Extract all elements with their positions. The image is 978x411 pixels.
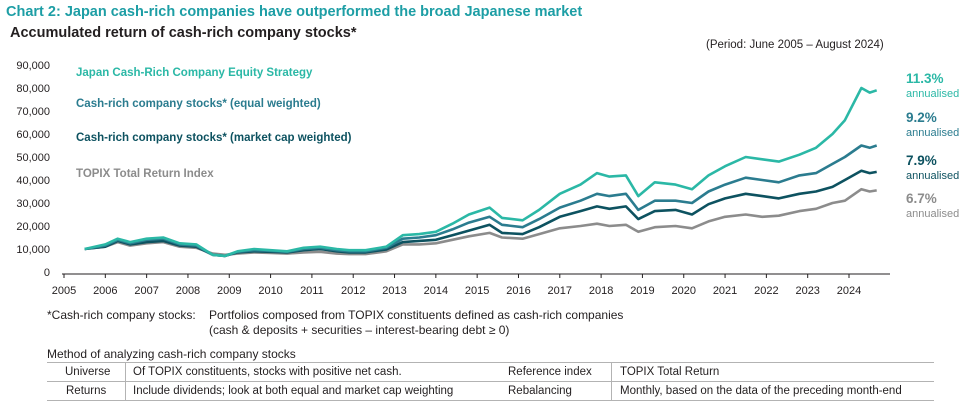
footnote-text-line1: Portfolios composed from TOPIX constitue… [209, 308, 624, 322]
legend-entry: Cash-rich company stocks* (market cap we… [76, 132, 352, 144]
legend-entry: Japan Cash-Rich Company Equity Strategy [76, 67, 313, 79]
method-row-value: Monthly, based on the data of the preced… [620, 385, 902, 397]
y-axis-ticks: 0 10,000 20,000 30,000 40,000 50,000 60,000 70,… [16, 60, 50, 279]
x-tick-label: 2015 [465, 285, 489, 297]
table-divider [125, 362, 126, 400]
table-top-rule [47, 362, 934, 363]
y-tick-label: 60,000 [16, 129, 50, 141]
method-row-label: Rebalancing [508, 385, 572, 397]
footnote-label: *Cash-rich company stocks: [47, 308, 196, 322]
annualised-rate-value: 6.7% [906, 191, 937, 206]
x-tick-label: 2005 [52, 285, 76, 297]
legend-entry: Cash-rich company stocks* (equal weighte… [76, 98, 321, 110]
series-line [84, 86, 878, 258]
y-tick-label: 70,000 [16, 106, 50, 118]
x-tick-label: 2010 [258, 285, 282, 297]
y-tick-label: 80,000 [16, 83, 50, 95]
y-tick-label: 0 [44, 267, 50, 279]
x-tick-label: 2009 [217, 285, 241, 297]
x-tick-label: 2023 [795, 285, 819, 297]
legend-entry: TOPIX Total Return Index [76, 168, 214, 180]
x-tick-label: 2024 [837, 285, 861, 297]
table-bottom-rule [47, 400, 934, 401]
x-tick-label: 2022 [754, 285, 778, 297]
x-tick-label: 2006 [93, 285, 117, 297]
annualised-label: annualised [906, 88, 959, 100]
method-row-label: Universe [65, 366, 111, 378]
y-tick-label: 20,000 [16, 221, 50, 233]
annualised-label: annualised [906, 127, 959, 139]
period-label: (Period: June 2005 – August 2024) [706, 39, 884, 51]
y-tick-label: 50,000 [16, 152, 50, 164]
y-tick-label: 90,000 [16, 60, 50, 72]
table-mid-rule [47, 381, 934, 382]
x-tick-label: 2020 [672, 285, 696, 297]
method-row-value: TOPIX Total Return [620, 366, 720, 378]
method-row-label: Returns [66, 385, 107, 397]
line-chart: 0 10,000 20,000 30,000 40,000 50,000 60,000 70,… [16, 60, 959, 297]
x-tick-label: 2007 [134, 285, 158, 297]
legend: Japan Cash-Rich Company Equity Strategy C… [76, 67, 352, 180]
table-divider [611, 362, 612, 400]
x-axis-ticks: 2005 2006 2007 2008 2009 2010 2011 2012 2013 2014… [52, 274, 861, 297]
annualised-rate-value: 9.2% [906, 110, 937, 125]
x-tick-label: 2017 [548, 285, 572, 297]
series-line [84, 187, 877, 257]
series-line [84, 169, 877, 258]
annualised-rate-value: 7.9% [906, 153, 937, 168]
x-tick-label: 2012 [341, 285, 365, 297]
method-row-value: Of TOPIX constituents, stocks with posit… [133, 366, 402, 378]
annualised-rates: 11.3% annualised 9.2% annualised 7.9% annuali… [906, 71, 959, 220]
x-tick-label: 2011 [300, 285, 324, 297]
y-tick-label: 40,000 [16, 175, 50, 187]
method-row-value: Include dividends; look at both equal an… [133, 385, 454, 397]
x-tick-label: 2013 [382, 285, 406, 297]
annualised-rate-value: 11.3% [906, 71, 944, 86]
y-tick-label: 30,000 [16, 198, 50, 210]
chart-subtitle: Accumulated return of cash-rich company … [10, 25, 357, 41]
method-title: Method of analyzing cash-rich company st… [47, 347, 296, 361]
x-tick-label: 2016 [506, 285, 530, 297]
series-lines [84, 86, 878, 258]
chart-title: Chart 2: Japan cash-rich companies have … [6, 4, 583, 20]
method-row-label: Reference index [508, 366, 592, 378]
x-tick-label: 2008 [176, 285, 200, 297]
x-tick-label: 2018 [589, 285, 613, 297]
annualised-label: annualised [906, 170, 959, 182]
series-line [84, 144, 878, 258]
annualised-label: annualised [906, 208, 959, 220]
x-tick-label: 2021 [713, 285, 737, 297]
footnote-text-line2: (cash & deposits + securities – interest… [209, 323, 510, 337]
y-tick-label: 10,000 [16, 244, 50, 256]
x-tick-label: 2019 [630, 285, 654, 297]
x-tick-label: 2014 [424, 285, 448, 297]
